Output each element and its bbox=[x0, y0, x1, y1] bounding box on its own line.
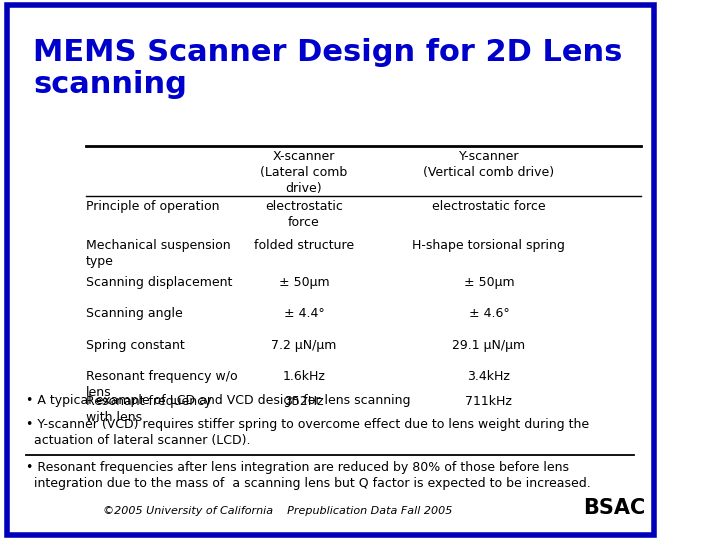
Text: ± 4.6°: ± 4.6° bbox=[469, 307, 509, 320]
Text: Resonant frequency
with lens: Resonant frequency with lens bbox=[86, 395, 212, 424]
Text: ± 50μm: ± 50μm bbox=[464, 276, 514, 289]
Text: ©2005 University of California    Prepublication Data Fall 2005: ©2005 University of California Prepublic… bbox=[103, 505, 452, 516]
Text: 352Hz: 352Hz bbox=[284, 395, 324, 408]
Text: Y-scanner
(Vertical comb drive): Y-scanner (Vertical comb drive) bbox=[423, 150, 554, 179]
Text: 711kHz: 711kHz bbox=[466, 395, 513, 408]
Text: Scanning angle: Scanning angle bbox=[86, 307, 183, 320]
Text: folded structure: folded structure bbox=[254, 239, 354, 252]
Text: Scanning displacement: Scanning displacement bbox=[86, 276, 233, 289]
Text: Spring constant: Spring constant bbox=[86, 339, 184, 352]
FancyBboxPatch shape bbox=[6, 5, 654, 535]
Text: X-scanner
(Lateral comb
drive): X-scanner (Lateral comb drive) bbox=[261, 150, 348, 194]
Text: • Y-scanner (VCD) requires stiffer spring to overcome effect due to lens weight : • Y-scanner (VCD) requires stiffer sprin… bbox=[27, 418, 590, 447]
Text: BSAC: BSAC bbox=[583, 498, 646, 518]
Text: • A typical example of LCD and VCD design for lens scanning: • A typical example of LCD and VCD desig… bbox=[27, 394, 411, 407]
Text: electrostatic
force: electrostatic force bbox=[265, 200, 343, 230]
Text: ± 50μm: ± 50μm bbox=[279, 276, 329, 289]
Text: Mechanical suspension
type: Mechanical suspension type bbox=[86, 239, 230, 268]
Text: 7.2 μN/μm: 7.2 μN/μm bbox=[271, 339, 337, 352]
Text: 3.4kHz: 3.4kHz bbox=[467, 370, 510, 383]
Text: 29.1 μN/μm: 29.1 μN/μm bbox=[452, 339, 526, 352]
Text: • Resonant frequencies after lens integration are reduced by 80% of those before: • Resonant frequencies after lens integr… bbox=[27, 461, 591, 490]
Text: Resonant frequency w/o
lens: Resonant frequency w/o lens bbox=[86, 370, 238, 399]
Text: electrostatic force: electrostatic force bbox=[432, 200, 546, 213]
Text: H-shape torsional spring: H-shape torsional spring bbox=[413, 239, 565, 252]
Text: ± 4.4°: ± 4.4° bbox=[284, 307, 324, 320]
Text: Principle of operation: Principle of operation bbox=[86, 200, 220, 213]
Text: MEMS Scanner Design for 2D Lens
scanning: MEMS Scanner Design for 2D Lens scanning bbox=[33, 38, 622, 99]
Text: 1.6kHz: 1.6kHz bbox=[282, 370, 325, 383]
